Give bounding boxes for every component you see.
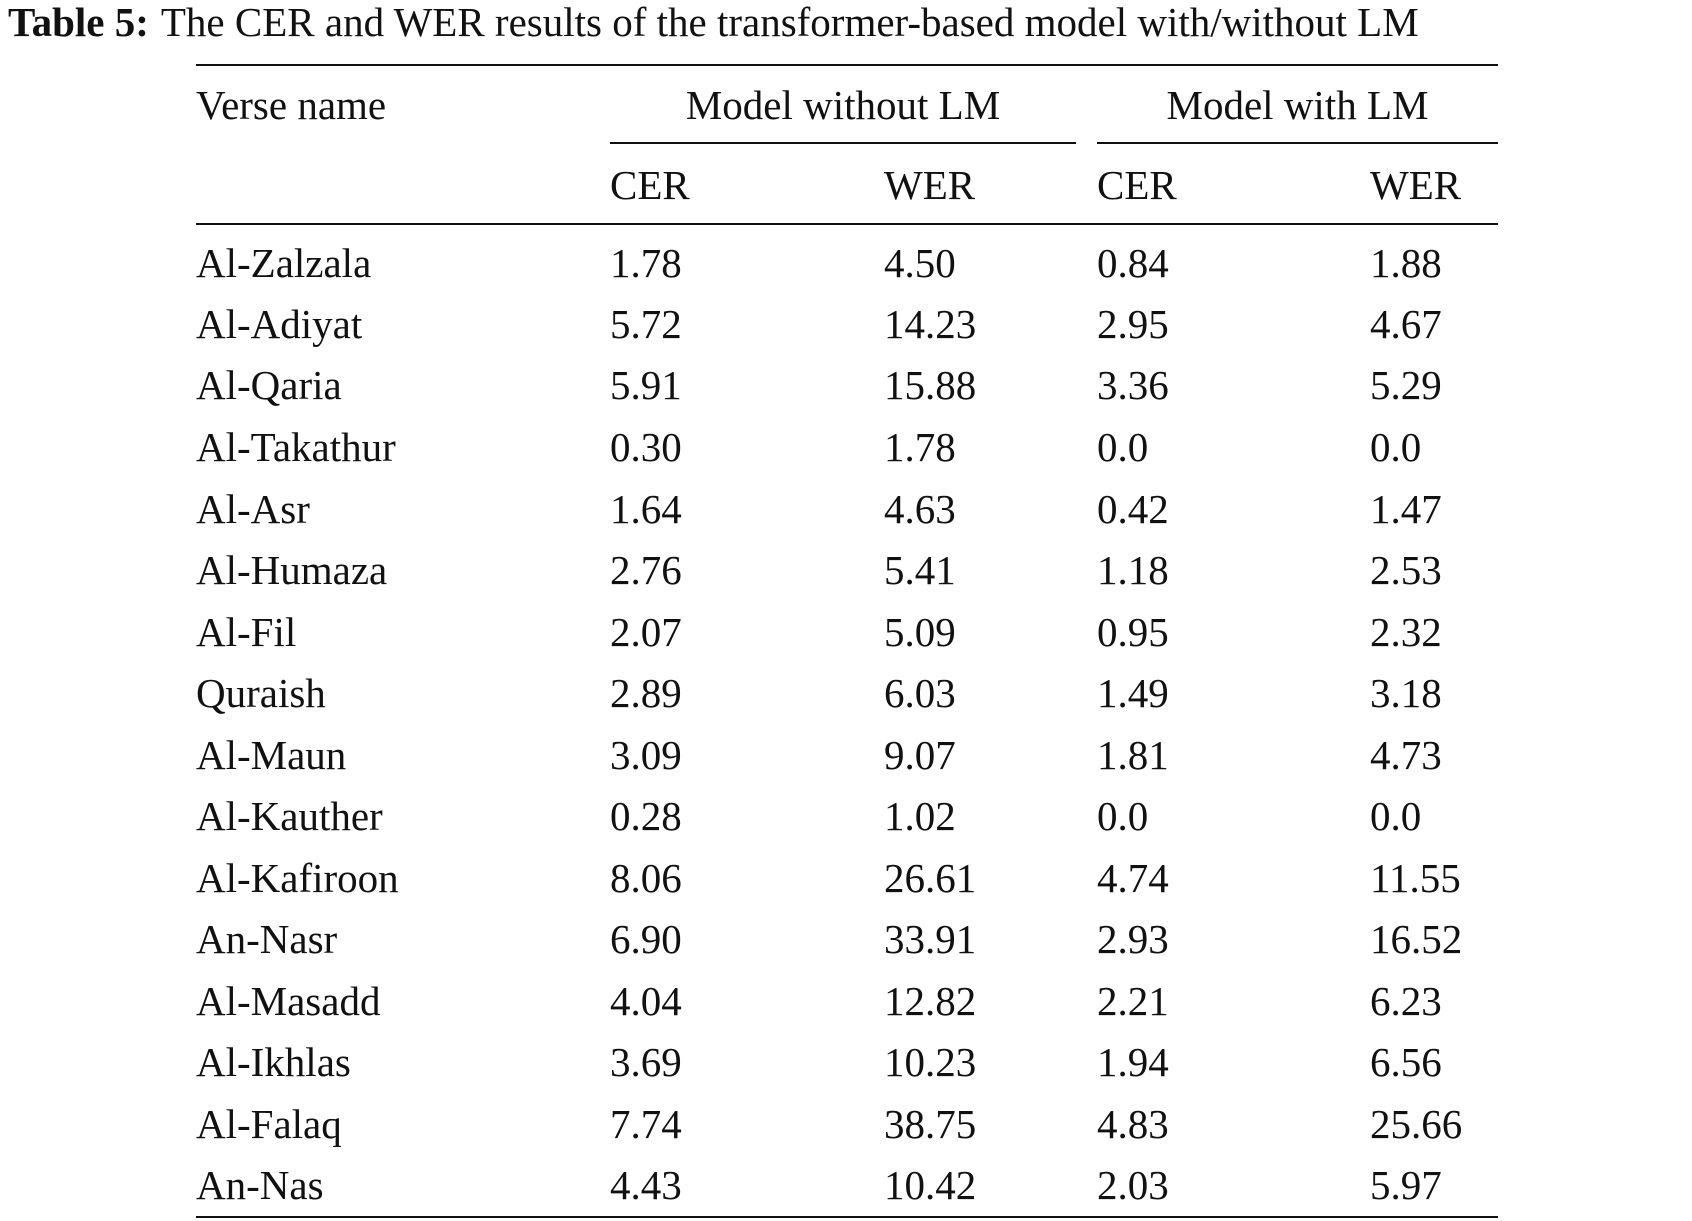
cer-no-lm-cell: 7.74 (610, 1101, 682, 1147)
verse-name-cell: Al-Zalzala (196, 240, 372, 286)
cer-lm-cell: 3.36 (1097, 362, 1169, 408)
wer-lm-cell: 1.88 (1370, 240, 1442, 286)
wer-lm-cell: 1.47 (1370, 486, 1442, 532)
wer-lm-cell: 0.0 (1370, 424, 1422, 470)
header-wer-without-lm: WER (884, 162, 976, 208)
verse-name-cell: An-Nas (196, 1162, 324, 1208)
caption-label: Table 5: (8, 0, 149, 45)
cer-no-lm-cell: 0.30 (610, 424, 682, 470)
top-rule (196, 64, 1498, 66)
table-caption: Table 5: The CER and WER results of the t… (8, 0, 1419, 44)
cer-lm-cell: 1.81 (1097, 732, 1169, 778)
cer-lm-cell: 2.21 (1097, 978, 1169, 1024)
verse-name-cell: Al-Qaria (196, 362, 342, 408)
verse-name-cell: Al-Asr (196, 486, 310, 532)
cer-no-lm-cell: 5.72 (610, 301, 682, 347)
cer-lm-cell: 0.95 (1097, 609, 1169, 655)
cer-lm-cell: 2.93 (1097, 916, 1169, 962)
header-group-with-lm: Model with LM (1166, 82, 1429, 128)
cer-lm-cell: 0.0 (1097, 793, 1149, 839)
cer-lm-cell: 0.84 (1097, 240, 1169, 286)
cer-no-lm-cell: 6.90 (610, 916, 682, 962)
group-rule-with-lm (1097, 142, 1498, 144)
cer-no-lm-cell: 4.43 (610, 1162, 682, 1208)
wer-no-lm-cell: 26.61 (884, 855, 977, 901)
wer-no-lm-cell: 6.03 (884, 670, 956, 716)
cer-no-lm-cell: 2.07 (610, 609, 682, 655)
verse-name-cell: Al-Maun (196, 732, 347, 778)
wer-no-lm-cell: 1.78 (884, 424, 956, 470)
header-rule (196, 223, 1498, 225)
verse-name-cell: Al-Adiyat (196, 301, 363, 347)
wer-lm-cell: 3.18 (1370, 670, 1442, 716)
wer-lm-cell: 2.53 (1370, 547, 1442, 593)
wer-no-lm-cell: 1.02 (884, 793, 956, 839)
cer-no-lm-cell: 2.76 (610, 547, 682, 593)
cer-lm-cell: 1.49 (1097, 670, 1169, 716)
cer-no-lm-cell: 4.04 (610, 978, 682, 1024)
header-cer-with-lm: CER (1097, 162, 1177, 208)
wer-no-lm-cell: 4.50 (884, 240, 956, 286)
verse-name-cell: Al-Falaq (196, 1101, 342, 1147)
verse-name-cell: Al-Ikhlas (196, 1039, 351, 1085)
wer-no-lm-cell: 5.09 (884, 609, 956, 655)
cer-lm-cell: 4.74 (1097, 855, 1169, 901)
cer-no-lm-cell: 8.06 (610, 855, 682, 901)
verse-name-cell: Al-Humaza (196, 547, 388, 593)
verse-name-cell: Al-Fil (196, 609, 297, 655)
cer-no-lm-cell: 1.78 (610, 240, 682, 286)
header-cer-without-lm: CER (610, 162, 690, 208)
wer-no-lm-cell: 33.91 (884, 916, 977, 962)
verse-name-cell: Al-Masadd (196, 978, 381, 1024)
cer-no-lm-cell: 2.89 (610, 670, 682, 716)
cer-no-lm-cell: 0.28 (610, 793, 682, 839)
wer-no-lm-cell: 10.42 (884, 1162, 977, 1208)
wer-lm-cell: 2.32 (1370, 609, 1442, 655)
bottom-rule (196, 1216, 1498, 1218)
verse-name-cell: Al-Kauther (196, 793, 383, 839)
wer-no-lm-cell: 4.63 (884, 486, 956, 532)
wer-lm-cell: 4.73 (1370, 732, 1442, 778)
wer-lm-cell: 6.56 (1370, 1039, 1442, 1085)
cer-no-lm-cell: 3.69 (610, 1039, 682, 1085)
cer-lm-cell: 2.03 (1097, 1162, 1169, 1208)
cer-lm-cell: 2.95 (1097, 301, 1169, 347)
cer-lm-cell: 1.18 (1097, 547, 1169, 593)
header-group-without-lm: Model without LM (685, 82, 1001, 128)
cer-lm-cell: 1.94 (1097, 1039, 1169, 1085)
header-wer-with-lm: WER (1370, 162, 1462, 208)
wer-lm-cell: 6.23 (1370, 978, 1442, 1024)
cer-no-lm-cell: 1.64 (610, 486, 682, 532)
cer-lm-cell: 0.0 (1097, 424, 1149, 470)
wer-no-lm-cell: 15.88 (884, 362, 977, 408)
wer-lm-cell: 5.29 (1370, 362, 1442, 408)
cer-lm-cell: 0.42 (1097, 486, 1169, 532)
wer-lm-cell: 5.97 (1370, 1162, 1442, 1208)
wer-lm-cell: 25.66 (1370, 1101, 1463, 1147)
verse-name-cell: Al-Takathur (196, 424, 396, 470)
wer-no-lm-cell: 5.41 (884, 547, 956, 593)
wer-no-lm-cell: 9.07 (884, 732, 956, 778)
wer-no-lm-cell: 14.23 (884, 301, 977, 347)
wer-lm-cell: 11.55 (1370, 855, 1461, 901)
wer-no-lm-cell: 38.75 (884, 1101, 977, 1147)
wer-lm-cell: 4.67 (1370, 301, 1442, 347)
cer-no-lm-cell: 5.91 (610, 362, 682, 408)
verse-name-cell: Quraish (196, 670, 326, 716)
wer-no-lm-cell: 10.23 (884, 1039, 977, 1085)
wer-lm-cell: 0.0 (1370, 793, 1422, 839)
cer-lm-cell: 4.83 (1097, 1101, 1169, 1147)
wer-lm-cell: 16.52 (1370, 916, 1463, 962)
caption-text: The CER and WER results of the transform… (160, 0, 1419, 45)
verse-name-cell: Al-Kafiroon (196, 855, 399, 901)
header-verse-name: Verse name (196, 82, 387, 128)
verse-name-cell: An-Nasr (196, 916, 338, 962)
group-rule-without-lm (610, 142, 1076, 144)
wer-no-lm-cell: 12.82 (884, 978, 977, 1024)
cer-no-lm-cell: 3.09 (610, 732, 682, 778)
